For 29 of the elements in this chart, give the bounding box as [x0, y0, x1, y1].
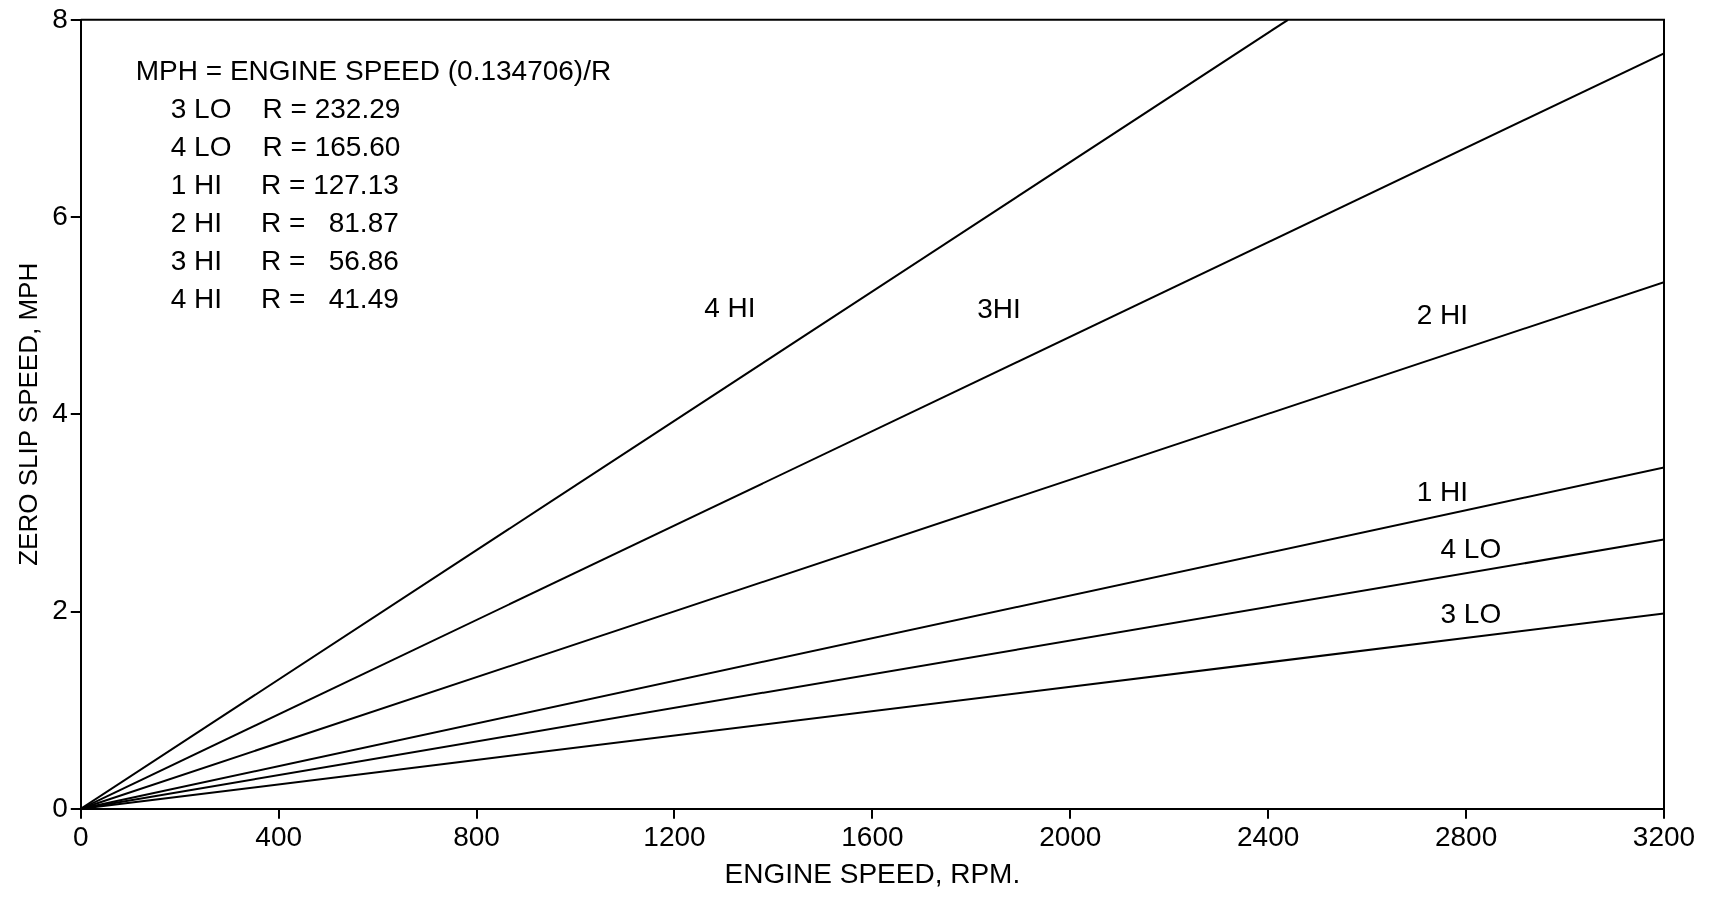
- annotation: 4 LO R = 165.60: [170, 130, 401, 162]
- x-tick-label: 800: [453, 821, 500, 853]
- y-tick-label: 8: [52, 2, 68, 34]
- series-label: 2 HI: [1416, 298, 1469, 330]
- annotation: MPH = ENGINE SPEED (0.134706)/R: [135, 54, 612, 86]
- x-axis-title: ENGINE SPEED, RPM.: [724, 857, 1021, 889]
- x-tick-label: 2000: [1039, 821, 1102, 853]
- series-label: 4 LO: [1440, 533, 1502, 565]
- annotation: 3 HI R = 56.86: [170, 244, 399, 276]
- y-axis-title: ZERO SLIP SPEED, MPH: [12, 262, 43, 566]
- annotation: 3 LO R = 232.29: [170, 92, 401, 124]
- y-tick-label: 0: [52, 791, 68, 823]
- annotation: 1 HI R = 127.13: [170, 168, 399, 200]
- series-label: 3 LO: [1440, 598, 1502, 630]
- y-tick-label: 2: [52, 594, 68, 626]
- x-tick-label: 1200: [643, 821, 706, 853]
- y-tick-label: 6: [52, 199, 68, 231]
- annotation: 2 HI R = 81.87: [170, 206, 399, 238]
- annotation: 4 HI R = 41.49: [170, 282, 399, 314]
- y-tick-label: 4: [52, 397, 68, 429]
- x-tick-label: 1600: [841, 821, 904, 853]
- x-tick-label: 0: [72, 821, 89, 853]
- x-tick-label: 400: [255, 821, 303, 853]
- x-tick-label: 2400: [1237, 821, 1300, 853]
- series-label: 3HI: [977, 293, 1021, 325]
- x-tick-label: 2800: [1434, 821, 1498, 853]
- series-label: 4 HI: [704, 292, 756, 324]
- series-label: 1 HI: [1416, 476, 1469, 508]
- x-tick-label: 3200: [1632, 821, 1696, 853]
